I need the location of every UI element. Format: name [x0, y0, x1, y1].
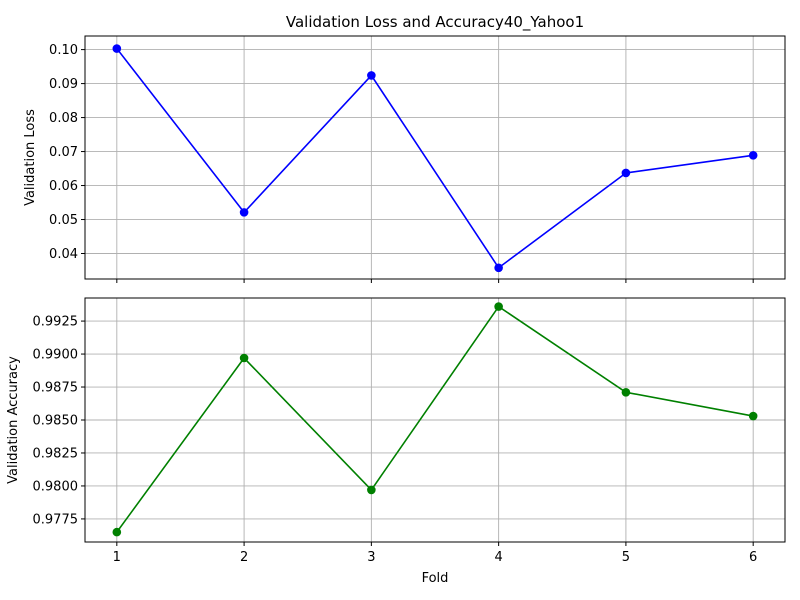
- panel1-axes-frame: [84, 35, 786, 280]
- panel2-point-5: [621, 388, 631, 397]
- panel1-point-5: [621, 168, 631, 178]
- panel1-ytick-label-1: 0.04: [49, 247, 78, 262]
- panel2-ytick-label-6: 0.9900: [33, 348, 79, 363]
- panel1-title: Validation Loss and Accuracy40_Yahoo1: [286, 13, 584, 32]
- panel1-point-6: [748, 150, 758, 160]
- panel2-ytick-label-7: 0.9925: [33, 315, 79, 330]
- panel2-xtick-label-5: 5: [622, 550, 630, 565]
- panel2-xtick-label-6: 6: [749, 550, 757, 565]
- panel2-point-3: [367, 485, 376, 495]
- panel2-ytick-label-1: 0.9775: [33, 512, 79, 527]
- panel1-ytick-label-5: 0.08: [49, 111, 78, 126]
- panel1-ylabel: Validation Loss: [23, 109, 38, 206]
- panel2-point-1: [112, 527, 122, 537]
- panel2-ytick-label-5: 0.9875: [33, 381, 79, 396]
- panel2-ytick-label-3: 0.9825: [33, 446, 79, 461]
- panel1-series-line: [116, 48, 754, 269]
- panel2-ytick-label-4: 0.9850: [33, 414, 79, 429]
- panel1-ytick-label-6: 0.09: [49, 77, 78, 92]
- panel1-ytick-label-2: 0.05: [49, 213, 78, 228]
- panel1-ytick-label-7: 0.10: [49, 43, 78, 58]
- panel1-point-1: [112, 44, 122, 53]
- panel2-ytick-label-2: 0.9800: [33, 479, 79, 494]
- panel2-xtick-label-3: 3: [367, 550, 375, 565]
- panel2-point-6: [748, 411, 758, 421]
- panel2-ylabel: Validation Accuracy: [6, 356, 21, 484]
- panel2-xtick-label-1: 1: [113, 550, 121, 565]
- panel1-point-2: [239, 208, 249, 217]
- panel1-point-3: [367, 71, 376, 80]
- panel2-series-line: [116, 305, 754, 533]
- panel1-point-4: [494, 263, 503, 273]
- panel2-xtick-label-2: 2: [240, 550, 248, 565]
- panel2-point-2: [239, 353, 249, 363]
- panel2-xlabel: Fold: [422, 571, 449, 586]
- panel2-point-4: [494, 302, 503, 311]
- panel2-xtick-label-4: 4: [494, 550, 502, 565]
- panel1-ytick-label-3: 0.06: [49, 179, 78, 194]
- panel1-ytick-label-4: 0.07: [49, 145, 78, 160]
